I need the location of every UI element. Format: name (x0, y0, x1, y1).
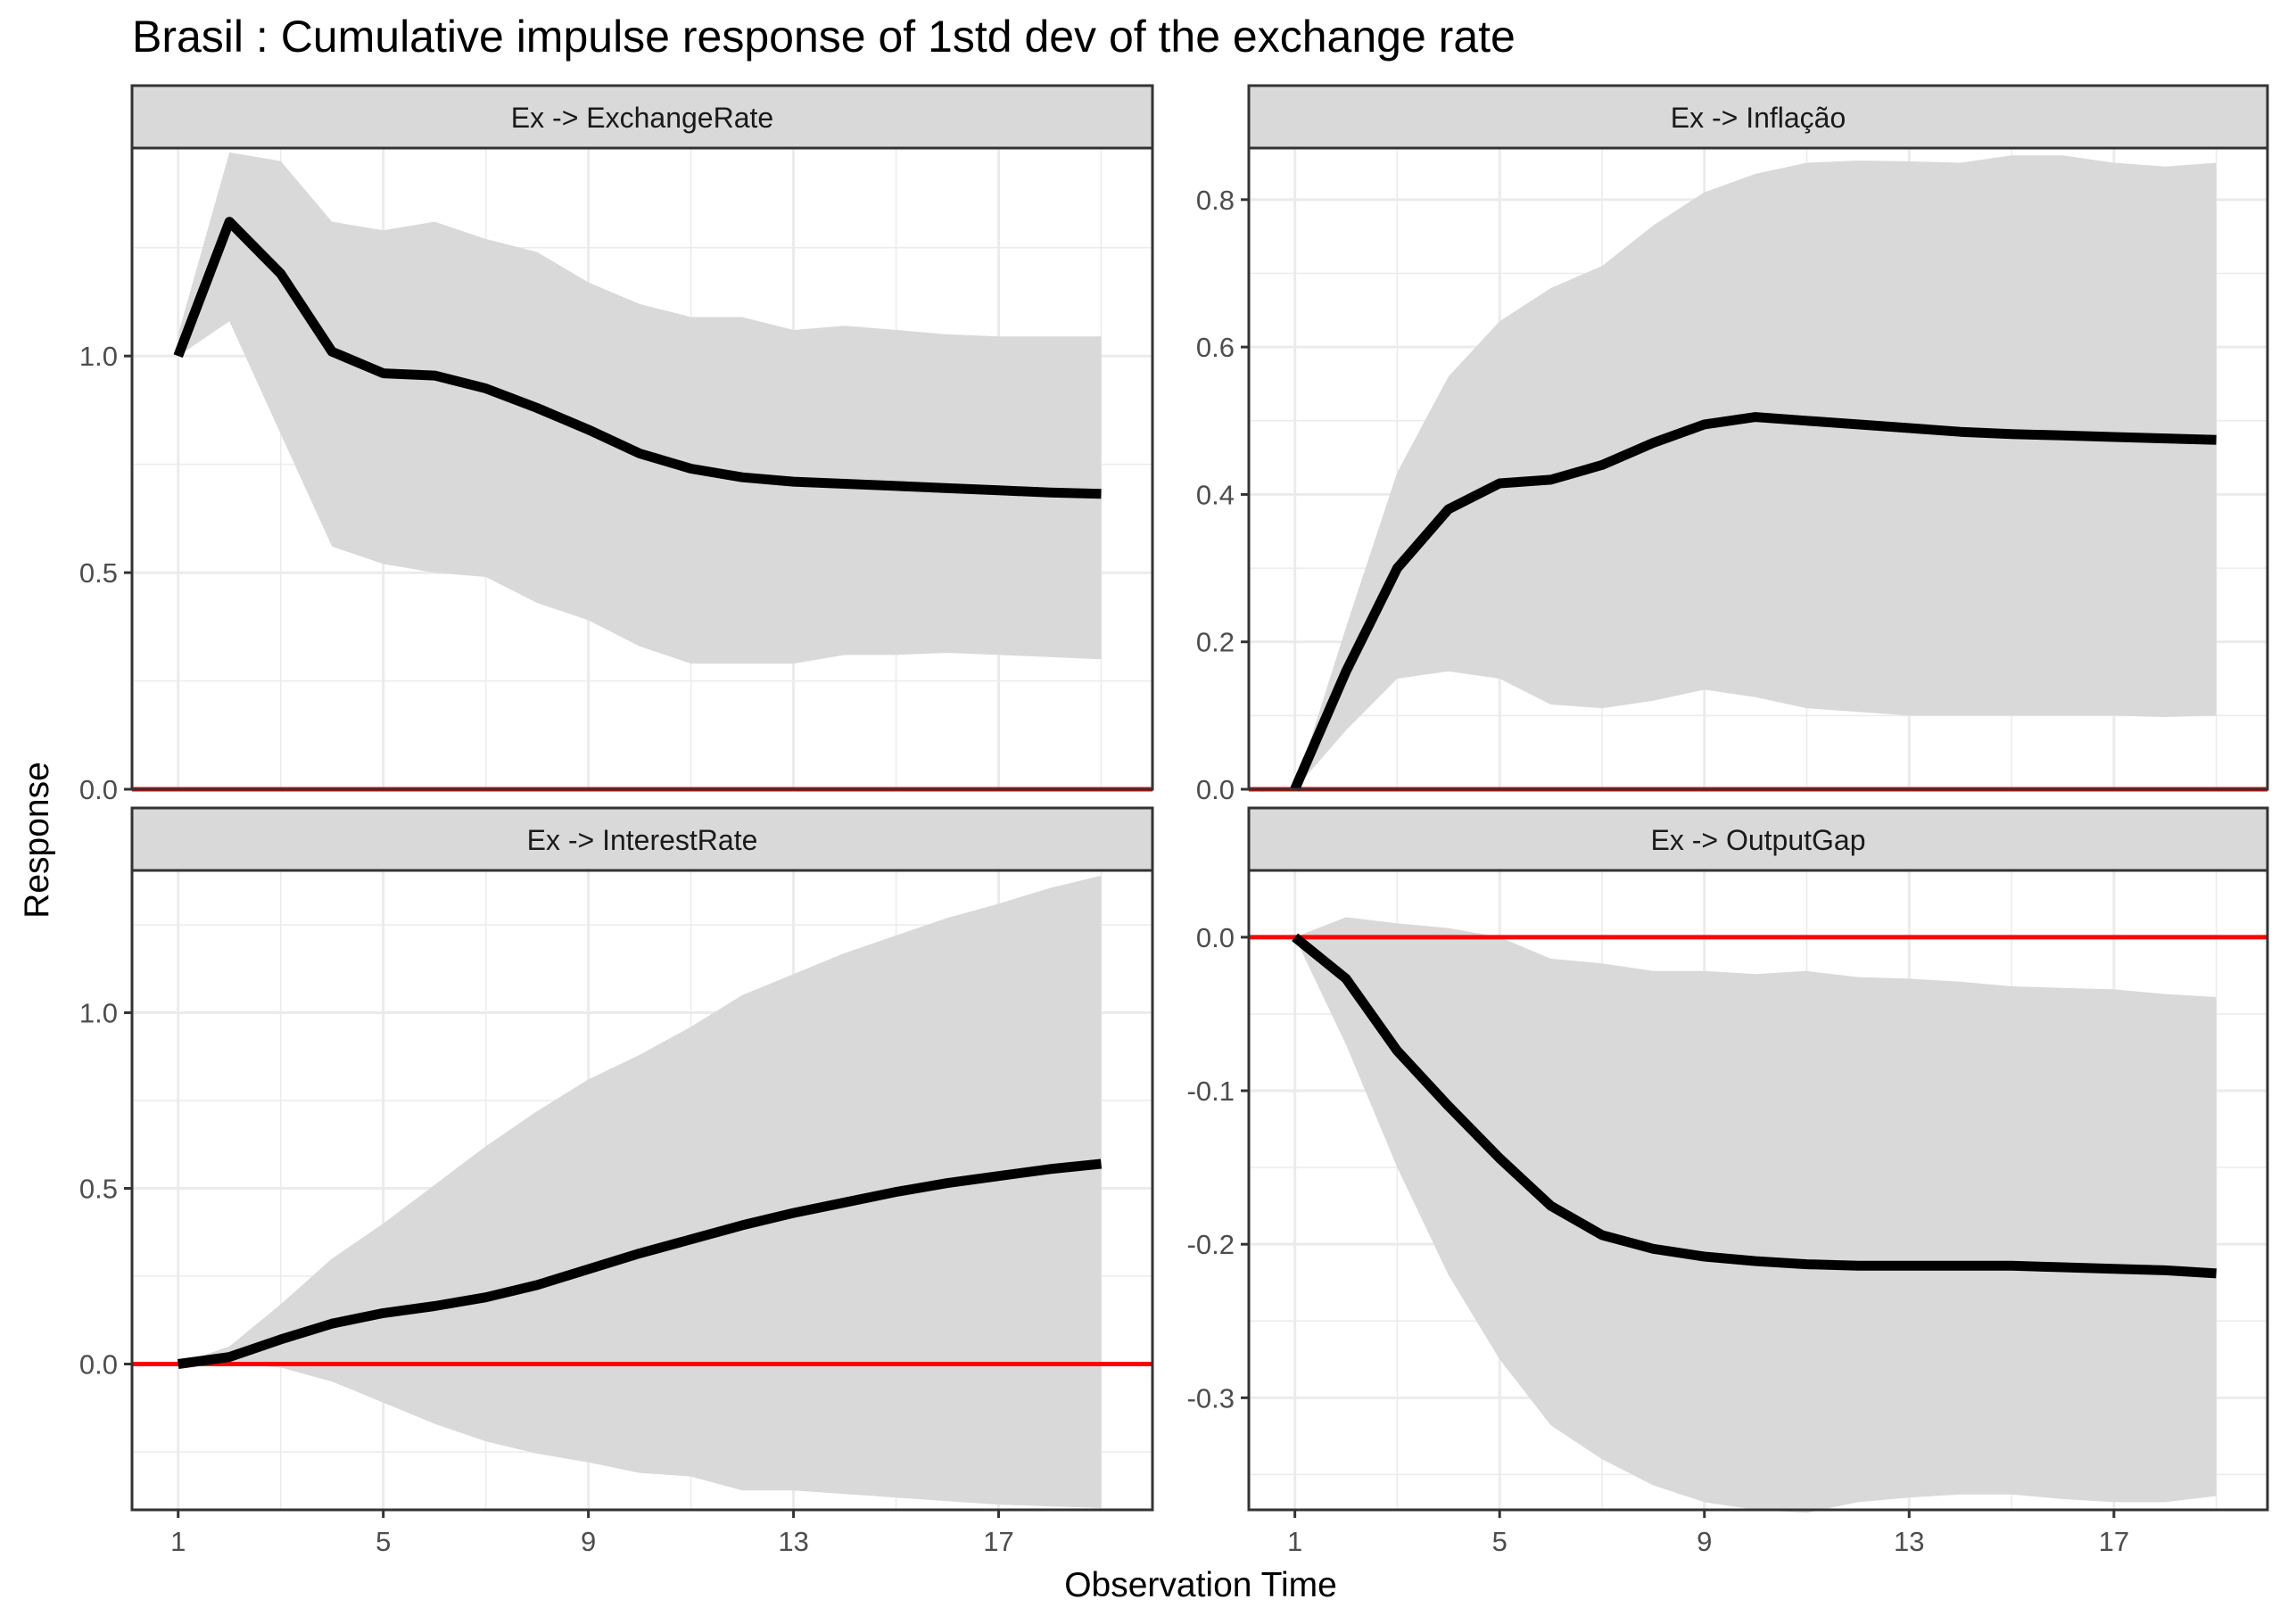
impulse-response-line (1292, 933, 2217, 1279)
panel-border (130, 869, 1154, 1512)
x-tick-label: 13 (778, 1526, 808, 1557)
y-tick-label: 0.0 (79, 1349, 118, 1381)
x-tick-label: 13 (1894, 1526, 1924, 1557)
facet-strip (1247, 84, 2269, 150)
facet-strip-label: Ex -> Inflação (1671, 102, 1846, 134)
y-tick-label: 0.5 (79, 1174, 118, 1205)
y-tick-label: 0.5 (79, 557, 118, 589)
y-tick-label: -0.1 (1187, 1076, 1235, 1107)
y-tick-label: -0.2 (1187, 1229, 1235, 1260)
facet-strip-label: Ex -> OutputGap (1650, 824, 1865, 856)
confidence-band (1294, 155, 2217, 790)
y-tick-label: 0.4 (1196, 479, 1235, 510)
panel-border (1247, 146, 2269, 791)
facet-strip-label: Ex -> ExchangeRate (511, 102, 773, 134)
y-tick-label: 0.0 (79, 774, 118, 805)
x-tick-label: 5 (376, 1526, 391, 1557)
x-tick-label: 1 (1287, 1526, 1302, 1557)
impulse-response-line (1290, 412, 2217, 792)
facet-panel: Ex -> InterestRate 0.0 0.5 1.0 1 5 9 13 17 (79, 806, 1154, 1557)
figure-title: Brasil : Cumulative impulse response of … (132, 12, 1516, 62)
facet-panels: Ex -> ExchangeRate 0.0 0.5 1.0 Ex -> Inflaçã… (79, 84, 2269, 1557)
x-axis-label: Observation Time (1064, 1566, 1337, 1604)
confidence-band (178, 875, 1102, 1508)
x-tick-label: 17 (983, 1526, 1013, 1557)
x-tick-label: 9 (1697, 1526, 1712, 1557)
y-tick-label: 1.0 (79, 998, 118, 1029)
y-tick-label: 0.0 (1196, 774, 1235, 805)
panel-border (1247, 869, 2269, 1512)
x-tick-label: 17 (2099, 1526, 2129, 1557)
impulse-response-line (177, 1158, 1103, 1369)
y-tick-label: -0.3 (1187, 1382, 1235, 1414)
y-tick-label: 1.0 (79, 341, 118, 372)
y-tick-label: 0.8 (1196, 185, 1235, 216)
confidence-band (178, 152, 1102, 664)
facet-panel: Ex -> Inflação 0.0 0.2 0.4 0.6 0.8 (1196, 84, 2269, 805)
impulse-response-line (173, 217, 1102, 499)
x-tick-label: 9 (581, 1526, 596, 1557)
confidence-band (1294, 917, 2217, 1513)
facet-strip-label: Ex -> InterestRate (527, 824, 758, 856)
x-tick-label: 1 (170, 1526, 186, 1557)
y-tick-label: 0.0 (1196, 922, 1235, 953)
facet-panel: Ex -> ExchangeRate 0.0 0.5 1.0 (79, 84, 1154, 805)
x-tick-label: 5 (1492, 1526, 1507, 1557)
facet-strip (130, 84, 1154, 150)
y-tick-label: 0.6 (1196, 332, 1235, 363)
y-tick-label: 0.2 (1196, 627, 1235, 658)
panel-border (130, 146, 1154, 791)
facet-panel: Ex -> OutputGap -0.3 -0.2 -0.1 0.0 1 5 9 13 17 (1187, 806, 2269, 1557)
y-axis-label: Response (18, 762, 56, 919)
